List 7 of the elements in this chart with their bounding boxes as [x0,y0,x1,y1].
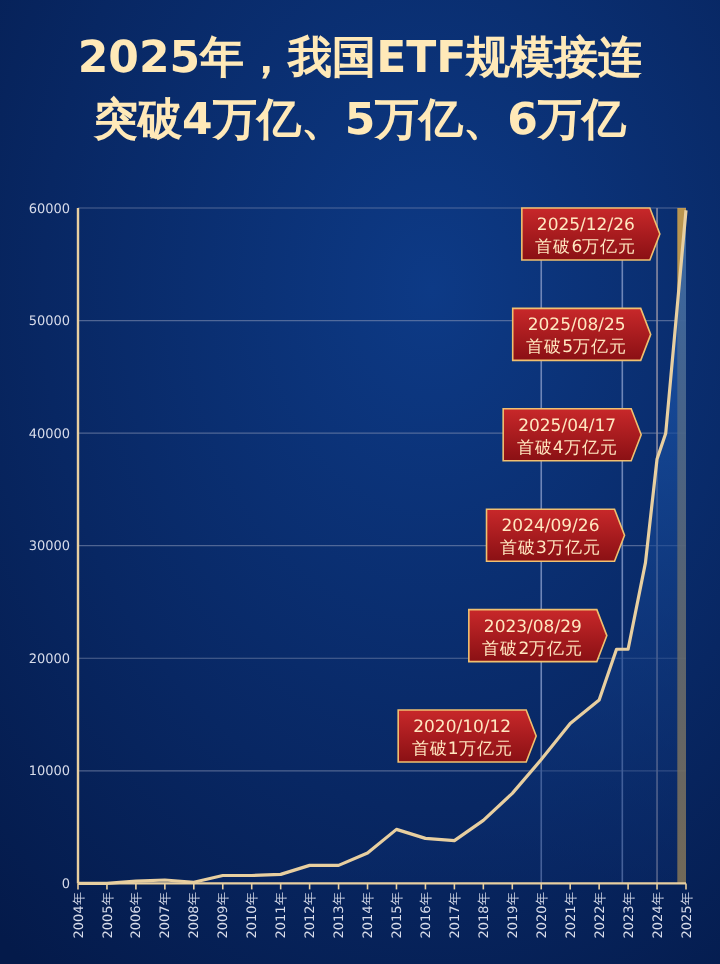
annotation: 2025/12/26 首破6万亿元 [535,216,637,258]
annotation: 2025/08/25 首破5万亿元 [526,316,628,359]
annotation: 2025/04/17 首破4万亿元 [516,416,618,459]
annotation: 2020/10/12 首破1万亿元 [411,718,513,760]
chart-title: 2025年，我国ETF规模接连突破4万亿、5万亿、6万亿 [77,34,643,146]
annotation: 2023/08/29 首破2万亿元 [482,617,584,660]
annotation: 2024/09/26 首破3万亿元 [500,517,601,560]
